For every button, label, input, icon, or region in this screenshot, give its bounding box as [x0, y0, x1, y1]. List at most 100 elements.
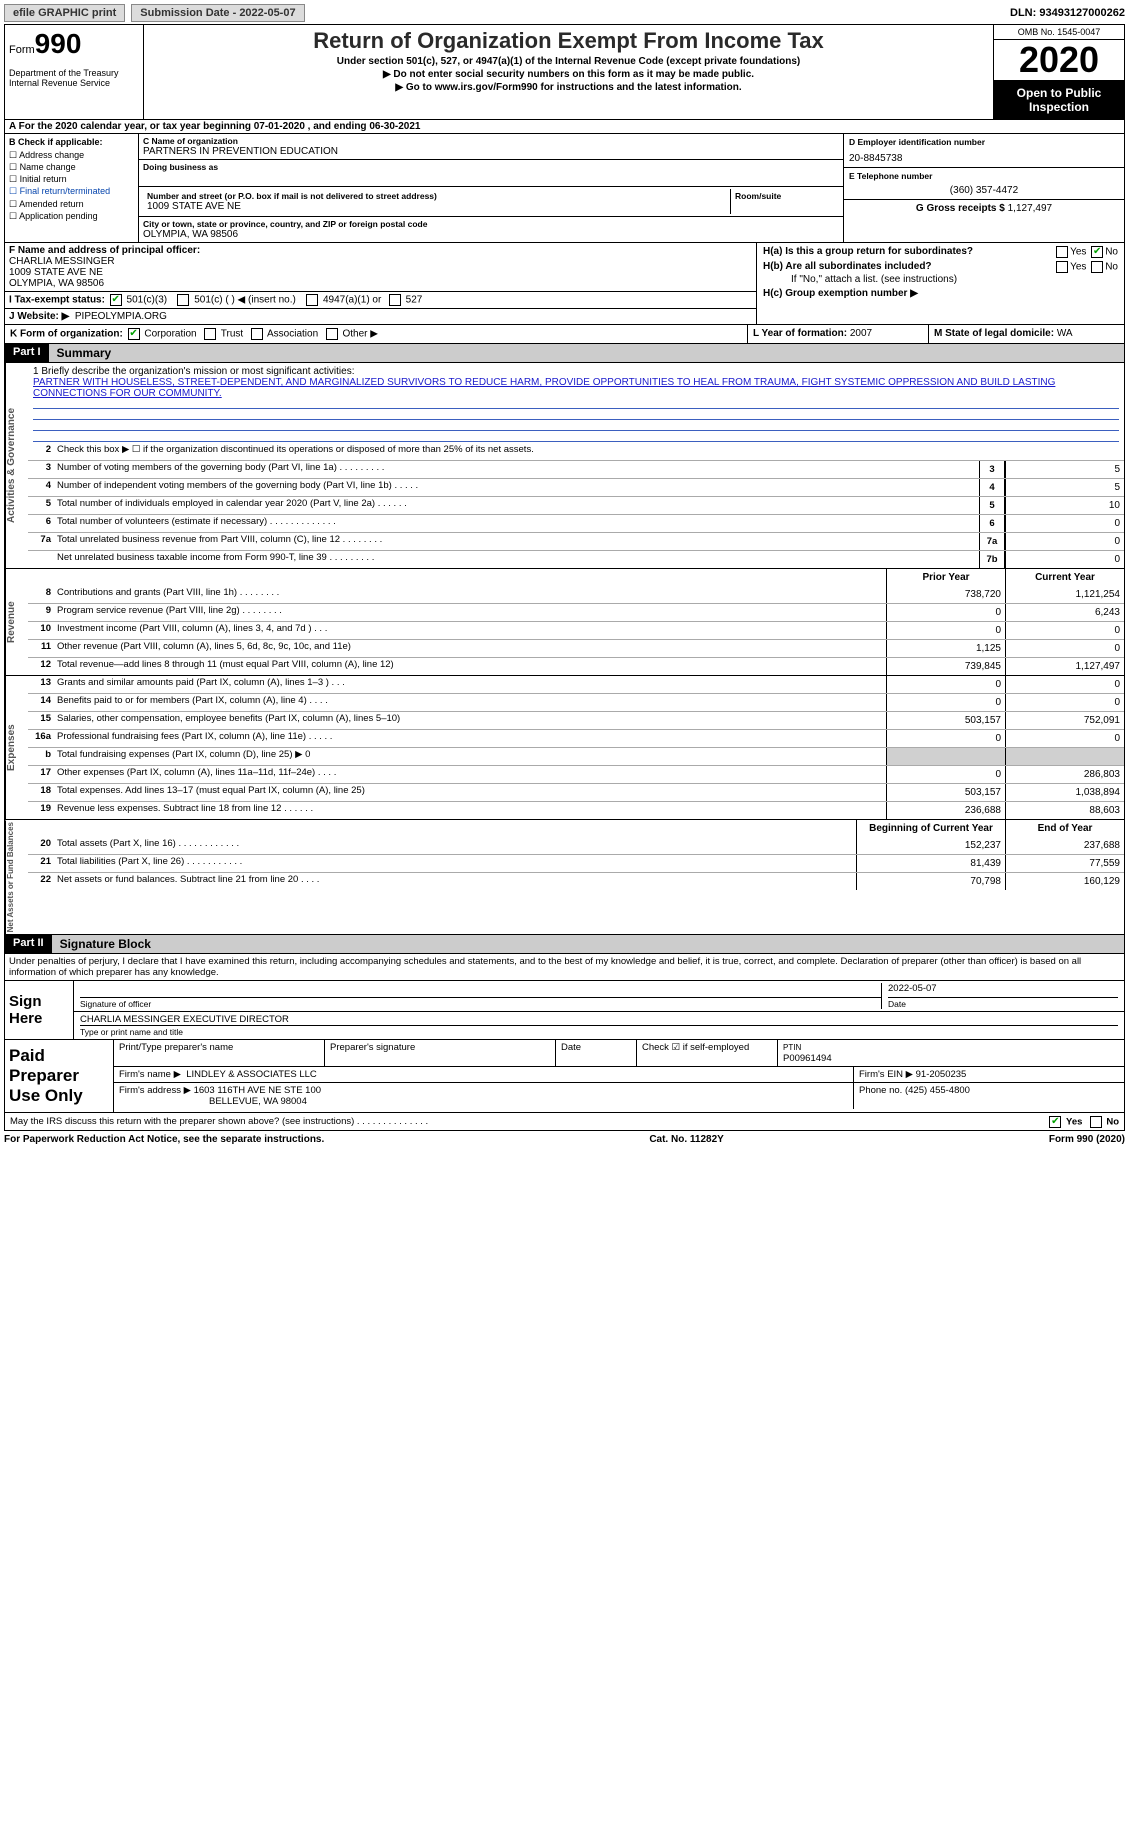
top-toolbar: efile GRAPHIC print Submission Date - 20… [4, 4, 1125, 22]
h-note: If "No," attach a list. (see instruction… [763, 274, 1118, 285]
form-title: Return of Organization Exempt From Incom… [150, 28, 987, 54]
city-state-zip: OLYMPIA, WA 98506 [143, 229, 839, 240]
discuss-row: May the IRS discuss this return with the… [5, 1112, 1124, 1130]
cb-other[interactable] [326, 328, 338, 340]
gov-row-5: 5Total number of individuals employed in… [28, 496, 1124, 514]
revenue-header-row: Prior Year Current Year [28, 569, 1124, 586]
cb-501c[interactable] [177, 294, 189, 306]
city-block: City or town, state or province, country… [139, 217, 843, 242]
rev-rows-8: 8Contributions and grants (Part VIII, li… [28, 586, 1124, 603]
officer-addr1: 1009 STATE AVE NE [9, 267, 103, 278]
telephone-block: E Telephone number (360) 357-4472 [844, 168, 1124, 200]
expenses-section: Expenses 13Grants and similar amounts pa… [4, 676, 1125, 820]
header-right: OMB No. 1545-0047 2020 Open to Public In… [993, 25, 1124, 119]
cb-corp[interactable] [128, 328, 140, 340]
org-name-label: C Name of organization [143, 136, 839, 146]
officer-label: F Name and address of principal officer: [9, 245, 200, 256]
preparer-header-row: Print/Type preparer's name Preparer's si… [114, 1040, 1124, 1067]
part-2-header: Part II Signature Block [4, 935, 1125, 954]
prior-year-header: Prior Year [886, 569, 1005, 586]
cb-discuss-yes[interactable] [1049, 1116, 1061, 1128]
rev-rows-10: 10Investment income (Part VIII, column (… [28, 621, 1124, 639]
cb-ha-yes[interactable] [1056, 246, 1068, 258]
part-2-tag: Part II [5, 935, 52, 953]
form-subtitle-2: ▶ Do not enter social security numbers o… [150, 69, 987, 80]
officer-signature-line[interactable]: Signature of officer 2022-05-07 Date [74, 981, 1124, 1012]
perjury-declaration: Under penalties of perjury, I declare th… [5, 954, 1124, 981]
page-footer: For Paperwork Reduction Act Notice, see … [4, 1134, 1125, 1145]
exp-rows-16a: 16aProfessional fundraising fees (Part I… [28, 729, 1124, 747]
gov-row-3: 3Number of voting members of the governi… [28, 460, 1124, 478]
gross-value: 1,127,497 [1008, 203, 1053, 214]
ein-block: D Employer identification number 20-8845… [844, 134, 1124, 168]
exp-rows-b: bTotal fundraising expenses (Part IX, co… [28, 747, 1124, 765]
cb-address-change[interactable]: ☐ Address change [9, 149, 134, 161]
open-to-public: Open to Public Inspection [994, 81, 1124, 119]
column-c: C Name of organization PARTNERS IN PREVE… [139, 134, 843, 242]
exp-rows-14: 14Benefits paid to or for members (Part … [28, 693, 1124, 711]
cb-4947[interactable] [306, 294, 318, 306]
lower-meta: F Name and address of principal officer:… [4, 243, 1125, 325]
signature-block: Under penalties of perjury, I declare th… [4, 954, 1125, 1131]
efile-button[interactable]: efile GRAPHIC print [4, 4, 125, 22]
rev-rows-12: 12Total revenue—add lines 8 through 11 (… [28, 657, 1124, 675]
exp-rows-18: 18Total expenses. Add lines 13–17 (must … [28, 783, 1124, 801]
vtab-net-assets: Net Assets or Fund Balances [5, 820, 28, 934]
tax-period: A For the 2020 calendar year, or tax yea… [4, 120, 1125, 134]
ein-label: D Employer identification number [849, 137, 1119, 147]
part-1-title: Summary [49, 344, 1124, 362]
mission-label: 1 Briefly describe the organization's mi… [33, 366, 1119, 377]
cb-name-change[interactable]: ☐ Name change [9, 161, 134, 173]
address-block: Number and street (or P.O. box if mail i… [139, 187, 843, 217]
eoy-header: End of Year [1005, 820, 1124, 837]
paperwork-notice: For Paperwork Reduction Act Notice, see … [4, 1134, 324, 1145]
gov-row-6: 6Total number of volunteers (estimate if… [28, 514, 1124, 532]
rev-rows-9: 9Program service revenue (Part VIII, lin… [28, 603, 1124, 621]
cb-ha-no[interactable] [1091, 246, 1103, 258]
vtab-governance: Activities & Governance [5, 363, 28, 568]
cb-hb-no[interactable] [1091, 261, 1103, 273]
header-left: Form990 Department of the Treasury Inter… [5, 25, 144, 119]
cb-assoc[interactable] [251, 328, 263, 340]
gross-label: G Gross receipts $ [916, 203, 1005, 214]
form-number: Form990 [9, 28, 139, 60]
group-return-block: H(a) Is this a group return for subordin… [756, 243, 1124, 324]
firm-address-row: Firm's address ▶ 1603 116TH AVE NE STE 1… [114, 1083, 1124, 1109]
lower-left-column: F Name and address of principal officer:… [5, 243, 756, 324]
cb-initial-return[interactable]: ☐ Initial return [9, 173, 134, 185]
cb-hb-yes[interactable] [1056, 261, 1068, 273]
part-2-title: Signature Block [52, 935, 1124, 953]
org-name-block: C Name of organization PARTNERS IN PREVE… [139, 134, 843, 160]
cb-amended-return[interactable]: ☐ Amended return [9, 198, 134, 210]
form-ref: Form 990 (2020) [1049, 1134, 1125, 1145]
dln-text: DLN: 93493127000262 [1010, 7, 1125, 19]
dba-label: Doing business as [143, 162, 839, 172]
cb-527[interactable] [389, 294, 401, 306]
cb-501c3[interactable] [110, 294, 122, 306]
ein-value: 20-8845738 [849, 153, 1119, 164]
gov-row-4: 4Number of independent voting members of… [28, 478, 1124, 496]
net-rows-21: 21Total liabilities (Part X, line 26) . … [28, 854, 1124, 872]
sign-here-label: Sign Here [5, 981, 73, 1039]
current-year-header: Current Year [1005, 569, 1124, 586]
officer-name: CHARLIA MESSINGER [9, 256, 115, 267]
website-row: J Website: ▶ PIPEOLYMPIA.ORG [5, 309, 756, 324]
tax-year: 2020 [994, 40, 1124, 81]
mission-block: 1 Briefly describe the organization's mi… [28, 363, 1124, 442]
exp-rows-15: 15Salaries, other compensation, employee… [28, 711, 1124, 729]
cb-trust[interactable] [204, 328, 216, 340]
cb-discuss-no[interactable] [1090, 1116, 1102, 1128]
submission-date-button[interactable]: Submission Date - 2022-05-07 [131, 4, 304, 22]
officer-block: F Name and address of principal officer:… [5, 243, 756, 292]
vtab-expenses: Expenses [5, 676, 28, 819]
form-subtitle-1: Under section 501(c), 527, or 4947(a)(1)… [150, 56, 987, 67]
net-rows-20: 20Total assets (Part X, line 16) . . . .… [28, 837, 1124, 854]
firm-name-row: Firm's name ▶ LINDLEY & ASSOCIATES LLC F… [114, 1067, 1124, 1083]
room-label: Room/suite [735, 191, 835, 201]
col-b-label: B Check if applicable: [9, 137, 134, 147]
tel-label: E Telephone number [849, 171, 1119, 181]
year-formation: L Year of formation: 2007 [747, 325, 928, 343]
cb-final-return[interactable]: ☐ Final return/terminated [9, 185, 134, 197]
tax-exempt-status: I Tax-exempt status: 501(c)(3) 501(c) ( … [5, 292, 756, 309]
cb-application-pending[interactable]: ☐ Application pending [9, 210, 134, 222]
